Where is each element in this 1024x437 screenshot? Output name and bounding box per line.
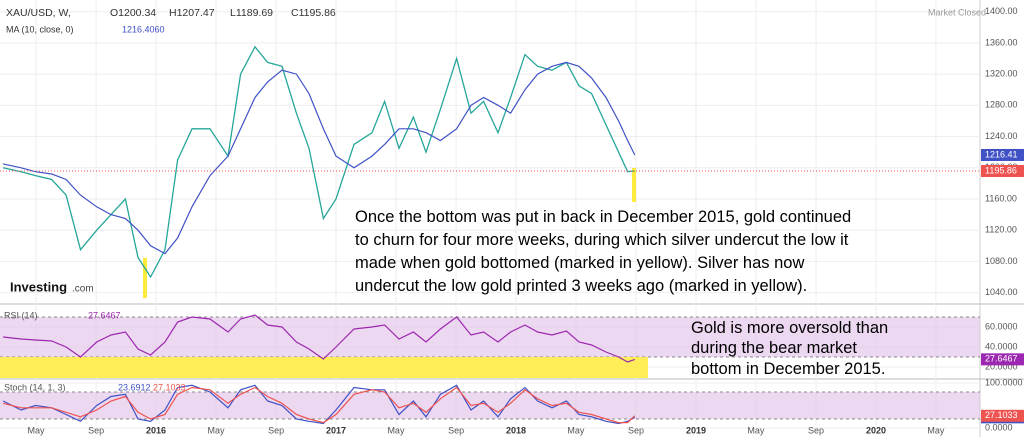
price-tag xyxy=(981,353,1024,366)
y-tick-label: 1160.00 xyxy=(985,193,1017,203)
series-line xyxy=(2,386,636,424)
price-tag-label: 27.1033 xyxy=(985,410,1018,420)
x-tick-label: May xyxy=(927,425,945,435)
y-tick-label: 1040.00 xyxy=(985,287,1018,297)
annotation: Gold is more oversold than xyxy=(691,319,888,337)
axes: 1040.001080.001120.001160.001200.001240.… xyxy=(27,6,1024,435)
stoch-d-value: 27.1033 xyxy=(153,382,186,392)
x-tick-label: Sep xyxy=(628,425,644,435)
highlight xyxy=(143,258,147,298)
market-status: Market Closed xyxy=(928,7,986,17)
x-tick-label: May xyxy=(207,425,225,435)
x-tick-label: 2020 xyxy=(866,425,886,435)
x-tick-label: May xyxy=(27,425,45,435)
ma-value: 1216.4060 xyxy=(122,24,165,34)
series-line xyxy=(2,384,636,425)
highlight xyxy=(632,168,636,202)
x-tick-label: Sep xyxy=(88,425,104,435)
logo-suffix: .com xyxy=(72,284,94,295)
price-axis-bg xyxy=(980,0,1024,437)
x-tick-label: 2018 xyxy=(506,425,526,435)
x-tick-label: Sep xyxy=(268,425,284,435)
y-tick-label: 1320.00 xyxy=(985,69,1018,79)
symbol: XAU/USD, W, xyxy=(6,7,71,19)
x-tick-label: 2019 xyxy=(686,425,706,435)
price-tag xyxy=(981,148,1024,161)
ohlc-open: O1200.34 xyxy=(110,7,156,19)
price-tag-label: 1216.41 xyxy=(985,149,1018,159)
marks xyxy=(0,45,980,425)
y-tick-label: 20.0000 xyxy=(985,361,1018,371)
ohlc-low: L1189.69 xyxy=(230,7,273,19)
stoch-k-value: 23.6912 xyxy=(118,382,151,392)
y-tick-label: 1360.00 xyxy=(985,37,1018,47)
band xyxy=(0,392,980,420)
series-line xyxy=(2,45,635,279)
x-tick-label: Sep xyxy=(808,425,824,435)
ma-label: MA (10, close, 0) xyxy=(6,24,74,34)
x-tick-label: May xyxy=(747,425,765,435)
stoch-label: Stoch (14, 1, 3) xyxy=(4,382,66,392)
series-line xyxy=(2,61,636,255)
y-tick-label: 100.0000 xyxy=(985,377,1023,387)
rsi-value: 27.6467 xyxy=(88,310,121,320)
price-tag-label: 27.6467 xyxy=(985,354,1018,364)
price-tag xyxy=(981,409,1024,422)
y-tick-label: 40.0000 xyxy=(985,341,1018,351)
x-tick-label: May xyxy=(387,425,405,435)
y-tick-label: 1280.00 xyxy=(985,100,1018,110)
x-tick-label: Sep xyxy=(448,425,464,435)
price-tag xyxy=(981,165,1024,178)
highlight xyxy=(0,357,648,378)
annotation: during the bear market xyxy=(691,339,857,357)
y-tick-label: 1120.00 xyxy=(985,225,1017,235)
ohlc-close: C1195.86 xyxy=(291,7,336,19)
y-tick-label: 60.0000 xyxy=(985,321,1018,331)
y-tick-label: 1400.00 xyxy=(985,6,1018,16)
ohlc-high: H1207.47 xyxy=(169,7,215,19)
x-tick-label: 2017 xyxy=(326,425,346,435)
annotation: to churn for four more weeks, during whi… xyxy=(355,231,849,249)
annotation: bottom in December 2015. xyxy=(691,360,885,378)
x-tick-label: May xyxy=(567,425,585,435)
y-tick-label: 0.0000 xyxy=(985,422,1013,432)
y-tick-label: 1240.00 xyxy=(985,131,1018,141)
y-tick-label: 1080.00 xyxy=(985,256,1018,266)
annotation: undercut the low gold printed 3 weeks ag… xyxy=(355,277,807,295)
series-line xyxy=(3,314,636,363)
rsi-label: RSI (14) xyxy=(4,310,38,320)
x-tick-label: 2016 xyxy=(146,425,166,435)
price-tag-label: 1195.86 xyxy=(985,165,1017,175)
annotation: Once the bottom was put in back in Decem… xyxy=(355,208,851,226)
logo: Investing xyxy=(10,279,67,294)
annotation: made when gold bottomed (marked in yello… xyxy=(355,254,804,272)
